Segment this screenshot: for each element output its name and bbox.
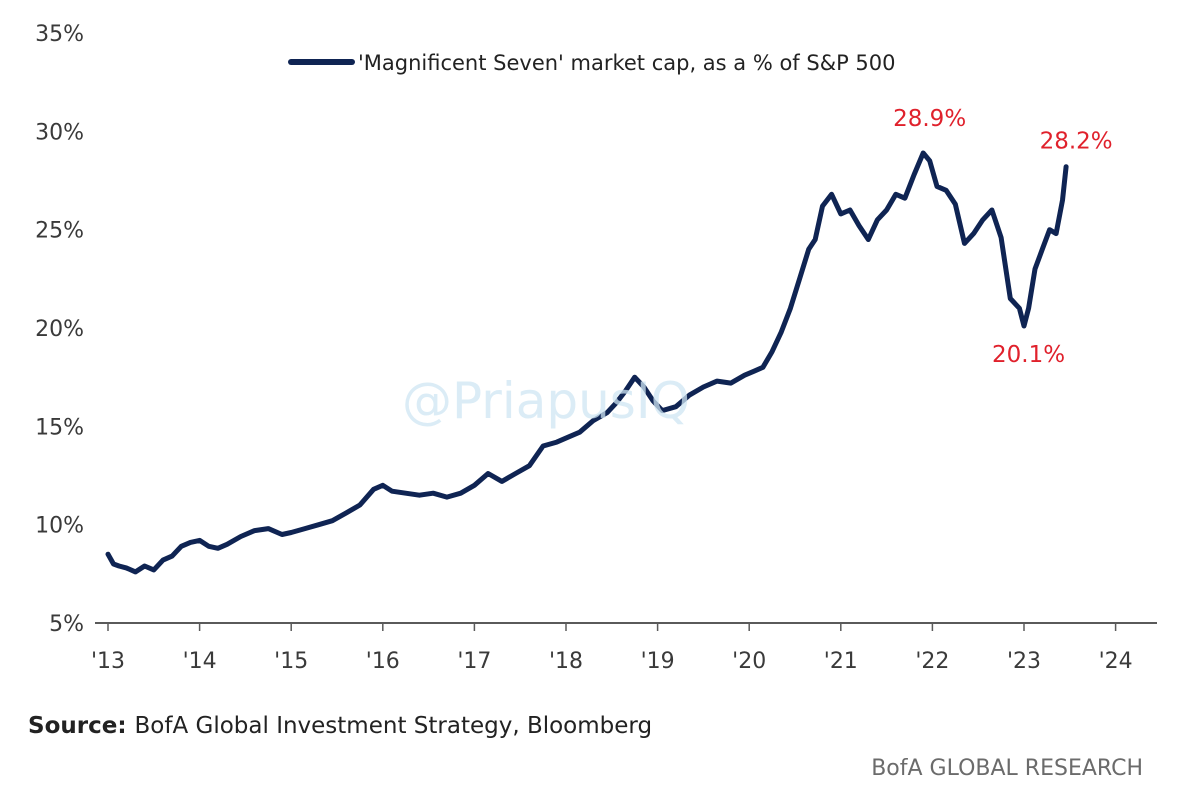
series-line [105,150,1069,575]
y-tick-label: 35% [35,22,84,47]
y-tick-label: 5% [49,612,84,637]
x-tick-label: '21 [824,649,858,674]
legend: 'Magnificent Seven' market cap, as a % o… [288,51,896,75]
chart-area: 5%10%15%20%25%30%35% '13'14'15'16'17'18 '… [35,22,1157,674]
x-tick-label: '22 [915,649,949,674]
y-axis-ticks: 5% 10% 15% 20% 25% 30% 35% [35,22,84,637]
source-text: BofA Global Investment Strategy, Bloombe… [134,713,653,739]
x-tick-label: '13 [91,649,125,674]
x-tick-label: '18 [549,649,583,674]
series-layer [105,150,1069,575]
x-tick-label: '14 [183,649,217,674]
y-tick-label: 15% [35,415,84,440]
source-key: Source: [28,713,127,739]
y-tick-label: 25% [35,219,84,244]
x-tick-label: '17 [457,649,491,674]
annotations: 28.9% 28.2% 20.1% [893,106,1113,368]
annotation-label: 20.1% [992,342,1065,368]
y-tick-label: 10% [35,514,84,539]
brand-footer: BofA GLOBAL RESEARCH [871,756,1143,781]
x-tick-label: '20 [732,649,766,674]
x-axis-ticks: '13 '14 '15 '16 '17 '18 '19 '20 '21 '22 '23 '24 [91,623,1133,674]
annotation-label: 28.2% [1040,129,1113,155]
x-tick-label: '15 [274,649,308,674]
x-tick-label: '16 [366,649,400,674]
x-tick-label: '19 [641,649,675,674]
y-tick-label: 30% [35,120,84,145]
annotation-label: 28.9% [893,106,966,132]
source-line: Source: BofA Global Investment Strategy, … [28,713,652,739]
legend-label: 'Magnificent Seven' market cap, as a % o… [358,51,896,75]
y-tick-label: 20% [35,317,84,342]
x-tick-label: '23 [1007,649,1041,674]
x-tick-label: '24 [1099,649,1133,674]
